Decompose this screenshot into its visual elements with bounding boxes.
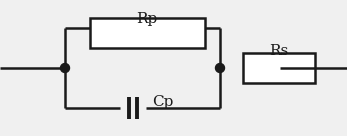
Bar [243,53,315,83]
Text: Rs: Rs [269,44,289,58]
Text: Cp: Cp [152,95,174,109]
Circle shape [215,64,225,72]
Bar [90,18,205,48]
Circle shape [60,64,69,72]
Text: Rp: Rp [136,12,158,26]
